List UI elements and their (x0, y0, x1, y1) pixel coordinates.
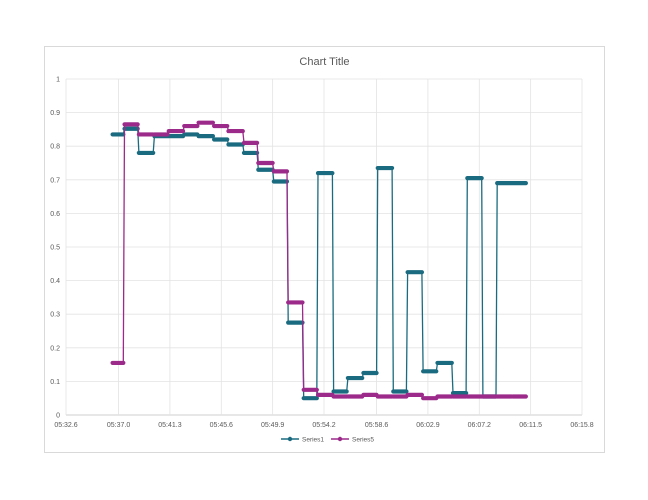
y-tick-label: 0 (56, 413, 60, 420)
legend-label: Series5 (352, 436, 374, 443)
series-series1 (110, 126, 528, 401)
y-tick-label: 0.1 (50, 379, 60, 386)
y-tick-label: 0.5 (50, 245, 60, 252)
x-tick-label: 05:45.6 (210, 422, 233, 429)
x-tick-label: 05:41.3 (158, 422, 181, 429)
y-tick-label: 0.8 (50, 144, 60, 151)
legend: Series1 Series5 (281, 436, 374, 443)
y-tick-label: 0.4 (50, 278, 60, 285)
y-tick-label: 0.2 (50, 345, 60, 352)
y-tick-label: 0.3 (50, 312, 60, 319)
series-series5 (110, 120, 528, 401)
x-tick-label: 05:49.9 (261, 422, 284, 429)
legend-marker (337, 436, 343, 442)
series-line (112, 122, 526, 399)
legend-label: Series1 (302, 436, 324, 443)
y-tick-label: 0.6 (50, 211, 60, 218)
y-tick-label: 0.9 (50, 110, 60, 117)
line-chart: Chart Title 0 0.1 0.2 0.3 0.4 0.5 0.6 0.7 0.8 0.9… (50, 56, 594, 443)
chart-title: Chart Title (299, 56, 349, 68)
series-line (112, 128, 526, 399)
legend-item-series5: Series5 (331, 436, 374, 443)
x-tick-label: 06:02.9 (416, 422, 439, 429)
x-tick-label: 06:11.5 (519, 422, 542, 429)
x-axis-tick-labels: 05:32.6 05:37.0 05:41.3 05:45.6 05:49.9 05:54… (54, 422, 593, 429)
legend-item-series1: Series1 (281, 436, 324, 443)
x-tick-label: 05:37.0 (107, 422, 130, 429)
gridlines (65, 78, 583, 416)
y-tick-label: 1 (56, 77, 60, 84)
x-tick-label: 06:07.2 (468, 422, 491, 429)
chart-area: Chart Title 0 0.1 0.2 0.3 0.4 0.5 0.6 0.7 0.8 0.9… (44, 46, 605, 453)
y-axis-tick-labels: 0 0.1 0.2 0.3 0.4 0.5 0.6 0.7 0.8 0.9 1 (50, 77, 60, 420)
x-tick-label: 06:15.8 (570, 422, 593, 429)
x-tick-label: 05:32.6 (54, 422, 77, 429)
series-lines (110, 120, 528, 401)
legend-marker (287, 436, 293, 442)
x-tick-label: 05:54.2 (312, 422, 335, 429)
x-tick-label: 05:58.6 (365, 422, 388, 429)
y-tick-label: 0.7 (50, 177, 60, 184)
